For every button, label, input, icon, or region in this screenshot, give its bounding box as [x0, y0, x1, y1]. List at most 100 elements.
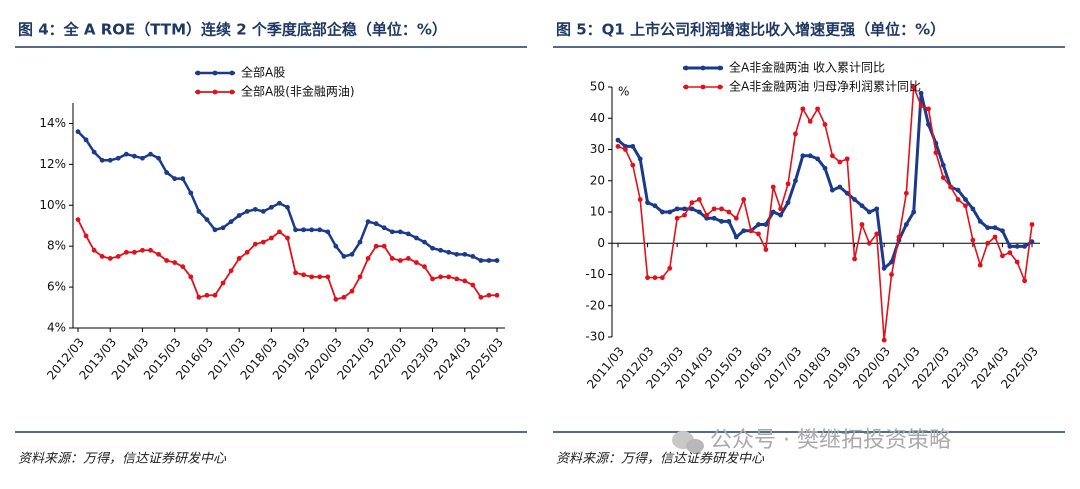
point	[494, 258, 500, 263]
point	[99, 254, 105, 259]
point	[285, 235, 290, 241]
point	[132, 153, 137, 159]
point	[911, 84, 917, 90]
point	[829, 153, 835, 159]
point	[778, 212, 784, 218]
point	[228, 219, 234, 225]
point	[866, 240, 872, 246]
point	[405, 231, 411, 237]
point	[268, 204, 274, 210]
point	[807, 118, 813, 124]
point	[1007, 250, 1013, 256]
y-tick-label: 10%	[39, 198, 66, 212]
point	[837, 184, 843, 190]
point	[822, 122, 828, 127]
y-tick-label: 12%	[39, 157, 66, 171]
y-tick-label: -20	[585, 298, 605, 312]
point	[349, 251, 355, 257]
point	[793, 178, 798, 184]
point	[674, 215, 680, 221]
point	[733, 234, 739, 240]
legend-label: 全部A股(非金融两油)	[241, 84, 355, 99]
point	[844, 190, 850, 196]
point	[778, 206, 784, 212]
point	[659, 275, 665, 281]
point	[645, 200, 650, 206]
point	[1022, 278, 1028, 284]
point	[918, 90, 924, 96]
point	[180, 176, 186, 182]
series-line	[77, 219, 497, 301]
point	[317, 227, 323, 233]
legend-marker	[683, 65, 689, 71]
point	[652, 203, 658, 209]
legend-marker	[195, 70, 201, 76]
point	[667, 209, 673, 215]
point	[903, 222, 909, 227]
y-tick-label: 0	[597, 236, 605, 250]
point	[365, 219, 371, 225]
point	[293, 270, 298, 276]
y-tick-label: -10	[585, 267, 605, 281]
point	[852, 197, 857, 202]
point	[164, 170, 170, 175]
point	[748, 228, 754, 234]
point	[333, 243, 339, 249]
point	[486, 258, 492, 263]
point	[1014, 259, 1020, 265]
source-note: 资料来源：万得，信达证券研发中心	[18, 452, 227, 467]
point	[977, 262, 983, 268]
point	[770, 209, 776, 215]
point	[903, 190, 909, 196]
point	[301, 227, 307, 233]
point	[486, 292, 492, 298]
point	[381, 225, 387, 231]
point	[454, 276, 460, 282]
point	[381, 243, 387, 249]
point	[140, 247, 145, 253]
legend-label: 全部A股	[241, 65, 285, 80]
point	[770, 184, 776, 190]
point	[244, 249, 250, 255]
point	[115, 254, 121, 259]
point	[785, 181, 791, 187]
point	[689, 200, 695, 206]
point	[446, 274, 452, 280]
point	[874, 231, 880, 237]
point	[674, 206, 680, 212]
point	[212, 292, 218, 298]
point	[955, 187, 961, 193]
point	[156, 155, 161, 161]
point	[940, 162, 946, 168]
point	[918, 103, 924, 109]
point	[866, 209, 872, 215]
point	[462, 278, 468, 284]
legend-label: 全A非金融两油 收入累计同比	[729, 60, 885, 75]
legend-label: 全A非金融两油 归母净利润累计同比	[729, 79, 921, 94]
point	[733, 215, 739, 221]
point	[741, 228, 747, 234]
legend-marker	[683, 84, 689, 90]
point	[196, 209, 202, 214]
legend-marker	[212, 89, 218, 95]
point	[637, 156, 643, 162]
point	[357, 274, 363, 280]
legend-marker	[717, 84, 723, 90]
point	[711, 215, 717, 221]
point	[785, 200, 791, 206]
point	[309, 227, 315, 233]
point	[926, 122, 931, 127]
point	[397, 258, 403, 263]
point	[911, 209, 917, 215]
point	[881, 265, 887, 271]
point	[874, 206, 880, 212]
point	[325, 274, 331, 280]
point	[719, 218, 724, 224]
point	[859, 222, 865, 227]
point	[309, 274, 315, 280]
point	[91, 247, 97, 253]
point	[889, 259, 894, 265]
point	[293, 227, 298, 233]
point	[430, 245, 435, 251]
point	[726, 218, 732, 224]
